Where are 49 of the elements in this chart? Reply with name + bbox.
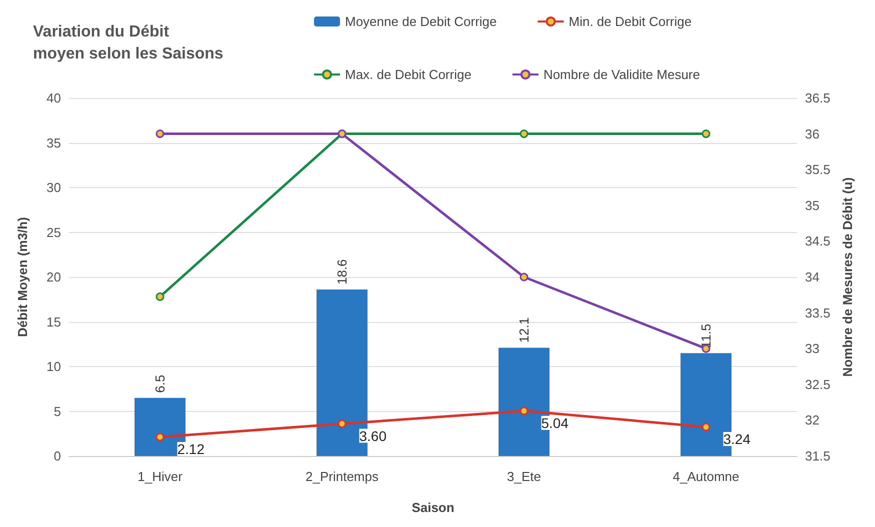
- legend-label: Max. de Debit Corrige: [345, 67, 472, 82]
- point: [520, 130, 528, 138]
- y-tick-label: 20: [46, 270, 61, 284]
- y2-tick-label: 31.5: [805, 448, 830, 464]
- y-axis-title: Débit Moyen (m3/h): [15, 217, 30, 337]
- y2-tick-label: 32.5: [805, 376, 830, 392]
- y-tick-label: 5: [54, 404, 61, 419]
- data-label: 2.12: [177, 441, 205, 458]
- point: [338, 420, 346, 428]
- data-label: 12.1: [516, 317, 532, 343]
- point: [156, 432, 164, 442]
- y2-tick-label: 35: [805, 198, 820, 213]
- x-tick-label: 3_Ete: [507, 469, 541, 484]
- x-tick-label: 2_Printemps: [306, 469, 379, 484]
- y2-tick-label: 34: [805, 270, 820, 284]
- y-tick-label: 25: [46, 224, 61, 240]
- chart-title: Variation du Débit moyen selon les Saisons: [33, 24, 224, 62]
- data-label: 6.5: [152, 374, 168, 393]
- point: [702, 130, 710, 138]
- y2-tick-label: 36: [805, 126, 820, 142]
- point: [156, 292, 164, 301]
- x-tick-label: 1_Hiver: [138, 469, 184, 484]
- legend-label: Nombre de Validite Mesure: [543, 67, 700, 82]
- y-tick-label: 35: [46, 135, 61, 150]
- y-tick-label: 40: [46, 90, 61, 106]
- y2-tick-label: 33: [805, 341, 820, 356]
- data-label: 3.60: [359, 428, 387, 444]
- x-tick-label: 4_Automne: [672, 469, 740, 484]
- y2-axis-title: Nombre de Mesures de Débit (u): [840, 177, 856, 377]
- y2-tick-label: 32: [805, 412, 820, 428]
- y2-tick-label: 35.5: [805, 162, 830, 178]
- point: [702, 422, 710, 432]
- point: [156, 130, 164, 138]
- x-axis-title: Saison: [412, 500, 454, 515]
- y-tick-label: 0: [54, 448, 61, 464]
- data-label: 3.24: [723, 431, 751, 447]
- y-tick-label: 30: [46, 180, 61, 195]
- legend-label: Min. de Debit Corrige: [568, 14, 692, 29]
- data-label: 18.6: [334, 259, 350, 285]
- data-label: 11.5: [698, 324, 714, 348]
- y-tick-label: 10: [46, 359, 61, 374]
- legend-label: Moyenne de Debit Corrige: [345, 14, 497, 29]
- point: [520, 272, 528, 282]
- y2-tick-label: 33.5: [805, 305, 830, 320]
- data-label: 5.04: [541, 414, 569, 431]
- y-tick-label: 15: [46, 314, 61, 330]
- point: [520, 406, 528, 416]
- y2-tick-label: 34.5: [805, 234, 830, 249]
- y2-tick-label: 36.5: [805, 90, 830, 106]
